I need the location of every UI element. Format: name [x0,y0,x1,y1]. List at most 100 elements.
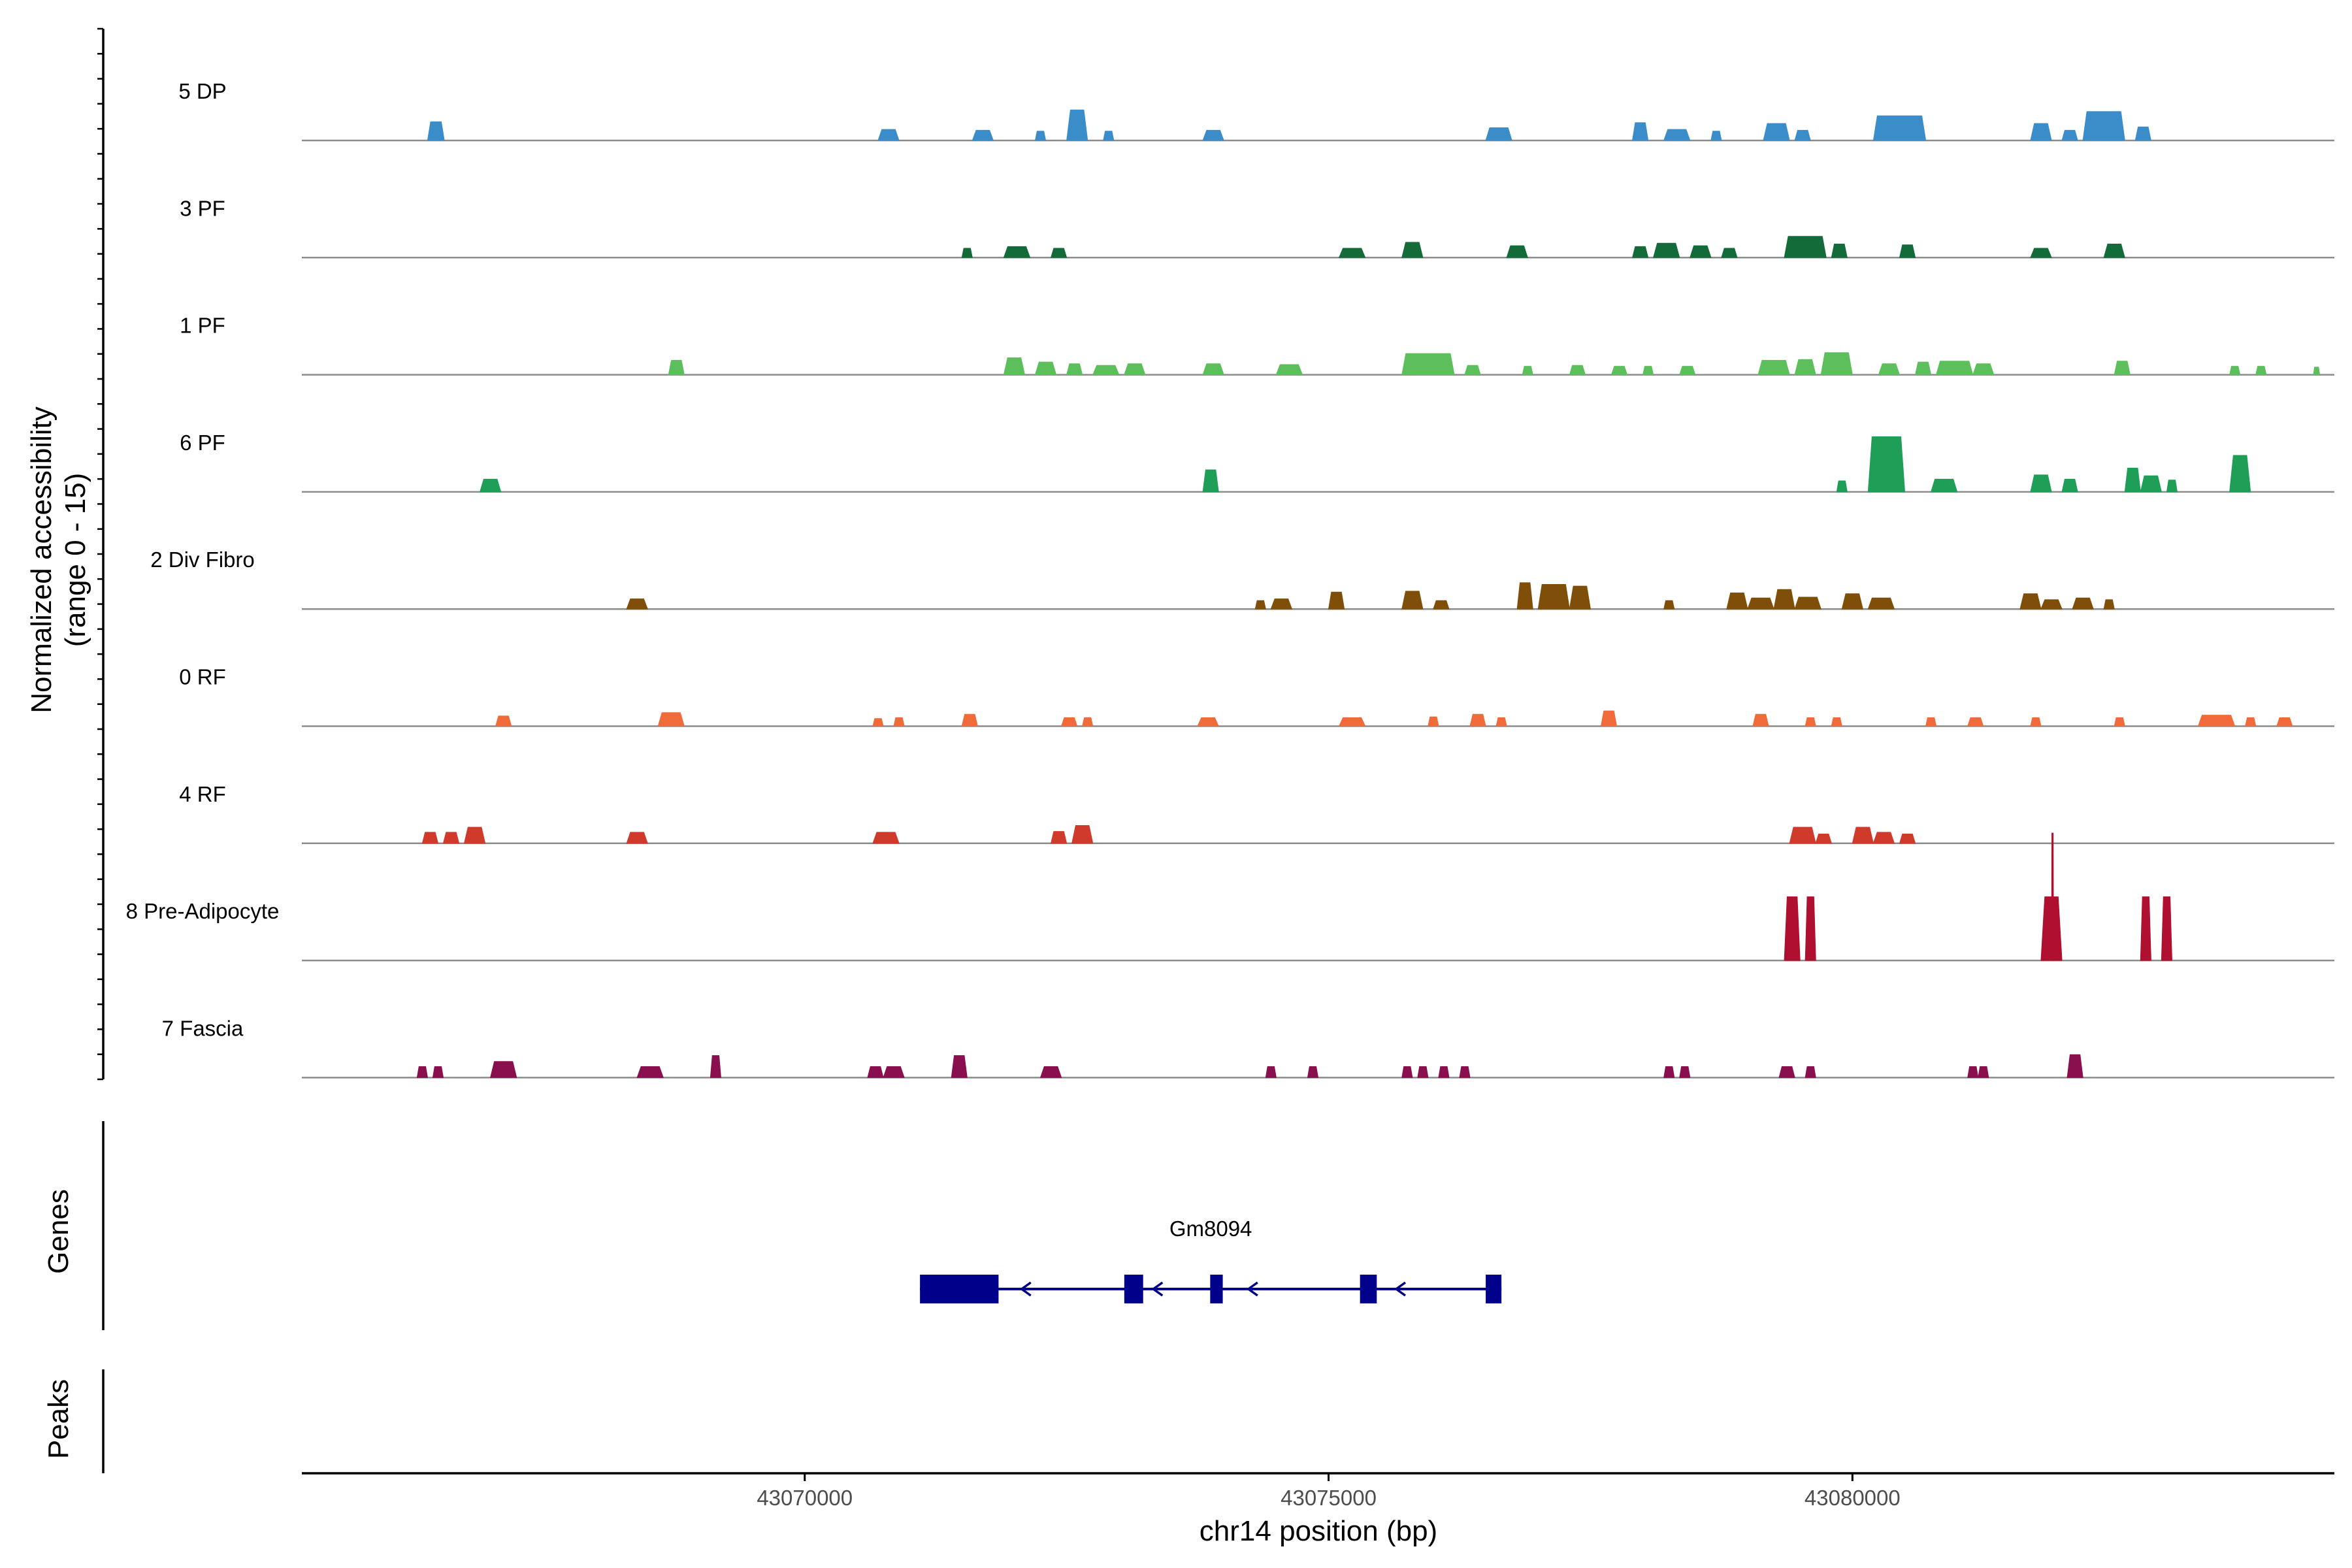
coverage-peak [2072,597,2094,610]
track: 2 Div Fibro [150,547,2334,610]
coverage-peak [1197,717,1219,727]
coverage-peak [1103,131,1115,141]
coverage-peak [877,129,900,141]
x-axis: 43070000 43075000 43080000 [302,1472,2334,1510]
coverage-peak [1202,129,1224,141]
coverage-peak [1275,364,1303,376]
coverage-peak [1663,600,1675,610]
y-axis-label-line2: (range 0 - 15) [59,473,91,647]
coverage-peak [2019,593,2042,610]
coverage-peak [2114,717,2125,727]
track-label: 4 RF [179,782,226,806]
track: 3 PF [180,196,2334,259]
coverage-peak [1820,352,1853,376]
coverage-peak [1092,365,1120,376]
coverage-peak [1935,361,1974,376]
coverage-peak [1841,593,1864,610]
coverage-peak [479,478,502,493]
coverage-peak [1338,717,1366,727]
coverage-peak [1914,361,1932,376]
coverage-peak [1485,127,1512,141]
coverage-peak [867,1066,884,1078]
coverage-peak [2245,717,2257,727]
coverage-peak [1569,585,1592,610]
coverage-peak [1433,600,1450,610]
coverage-peak [2030,123,2052,141]
x-tick-label: 43080000 [1805,1486,1901,1510]
coverage-peak [432,1066,444,1078]
coverage-peak [961,713,978,727]
coverage-peak [2082,111,2125,141]
track-label: 7 Fascia [162,1016,244,1040]
coverage-peak [1967,717,1984,727]
coverage-peak [1784,896,1801,961]
strand-arrow [1246,1281,1258,1297]
coverage-peak [1978,1066,1989,1078]
coverage-peak [1328,591,1345,610]
coverage-peak [1721,248,1738,258]
coverage-peak [2313,367,2321,376]
coverage-peak [1401,353,1455,376]
coverage-peak [1763,123,1790,141]
coverage-peak [1050,248,1068,258]
coverage-peak [1878,363,1901,376]
coverage-peak [490,1061,517,1078]
coverage-peak [1757,360,1790,376]
coverage-peak [1039,1066,1062,1078]
coverage-peak [1631,246,1649,258]
coverage-peak [1752,713,1769,727]
track: 0 RF [179,665,2334,727]
coverage-peak [1726,593,1748,610]
coverage-peak [416,1066,429,1078]
coverage-peak [1789,826,1816,844]
coverage-peak [2140,475,2163,493]
coverage-peak [1202,469,1219,493]
track: 7 Fascia [162,1016,2334,1079]
coverage-peak [1516,582,1533,610]
coverage-peak [463,826,486,844]
coverage-peak [1254,600,1266,610]
coverage-peak [1631,122,1649,141]
track-label: 3 PF [180,196,225,220]
coverage-peak [1867,597,1895,610]
coverage-peak [1428,716,1439,727]
coverage-peak [657,712,685,727]
strand-arrow [1151,1281,1164,1297]
coverage-peak [1495,717,1507,727]
coverage-peak [1805,717,1816,727]
left-axes [97,27,105,1473]
coverage-peak [1401,591,1424,610]
coverage-peak [1872,832,1895,844]
coverage-peak [2197,715,2236,727]
coverage-peak [1464,365,1481,376]
coverage-peak [1805,1066,1816,1078]
coverage-peak [2229,455,2251,493]
coverage-peak [1836,480,1848,493]
coverage-peak [1747,597,1774,610]
coverage-peak [495,715,512,727]
coverage-peak [883,1066,905,1078]
peaks-label: Peaks [42,1379,74,1459]
gene-exon [1124,1275,1143,1303]
coverage-peak [1831,717,1842,727]
coverage-peak [1899,244,1916,258]
coverage-peak [2030,474,2052,493]
coverage-peak [2124,468,2141,493]
coverage-peak [1569,365,1586,376]
coverage-peak [2276,717,2293,727]
coverage-peak [1270,598,1293,610]
coverage-peak [951,1055,968,1078]
coverage-peak [1794,359,1816,376]
track-label: 2 Div Fibro [150,547,255,572]
coverage-peak [1642,366,1654,376]
coverage-peak [1872,115,1927,141]
coverage-peak [2061,478,2078,493]
coverage-peak [1066,363,1083,376]
coverage-peak [1972,363,1995,376]
coverage-peak [1867,436,1906,493]
coverage-peak [1690,245,1712,258]
coverage-peak [421,832,439,844]
coverage-peak [1778,1066,1795,1078]
coverage-peak [1679,366,1696,376]
